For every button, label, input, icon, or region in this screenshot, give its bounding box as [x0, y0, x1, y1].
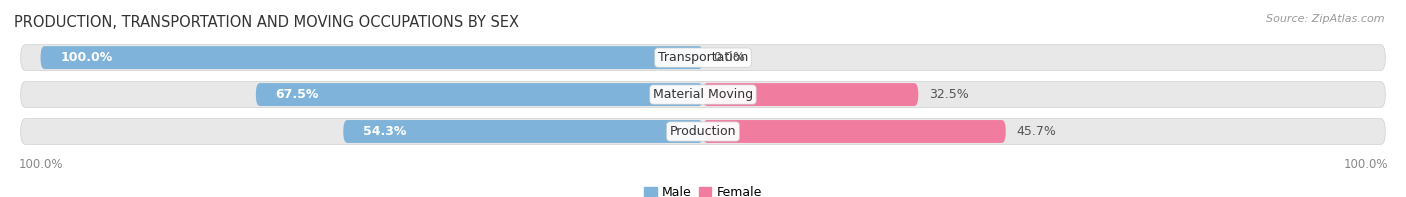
Text: 0.0%: 0.0% [714, 51, 745, 64]
Text: Source: ZipAtlas.com: Source: ZipAtlas.com [1267, 14, 1385, 24]
FancyBboxPatch shape [41, 46, 703, 69]
FancyBboxPatch shape [21, 119, 1385, 144]
FancyBboxPatch shape [703, 83, 918, 106]
Text: Material Moving: Material Moving [652, 88, 754, 101]
Text: 32.5%: 32.5% [929, 88, 969, 101]
FancyBboxPatch shape [343, 120, 703, 143]
Text: Transportation: Transportation [658, 51, 748, 64]
FancyBboxPatch shape [256, 83, 703, 106]
FancyBboxPatch shape [21, 45, 1385, 71]
FancyBboxPatch shape [703, 120, 1005, 143]
Text: PRODUCTION, TRANSPORTATION AND MOVING OCCUPATIONS BY SEX: PRODUCTION, TRANSPORTATION AND MOVING OC… [14, 15, 519, 30]
Legend: Male, Female: Male, Female [640, 181, 766, 197]
FancyBboxPatch shape [21, 82, 1385, 108]
Text: 100.0%: 100.0% [60, 51, 112, 64]
Text: 45.7%: 45.7% [1017, 125, 1056, 138]
Text: 54.3%: 54.3% [363, 125, 406, 138]
Text: 67.5%: 67.5% [276, 88, 319, 101]
Text: Production: Production [669, 125, 737, 138]
